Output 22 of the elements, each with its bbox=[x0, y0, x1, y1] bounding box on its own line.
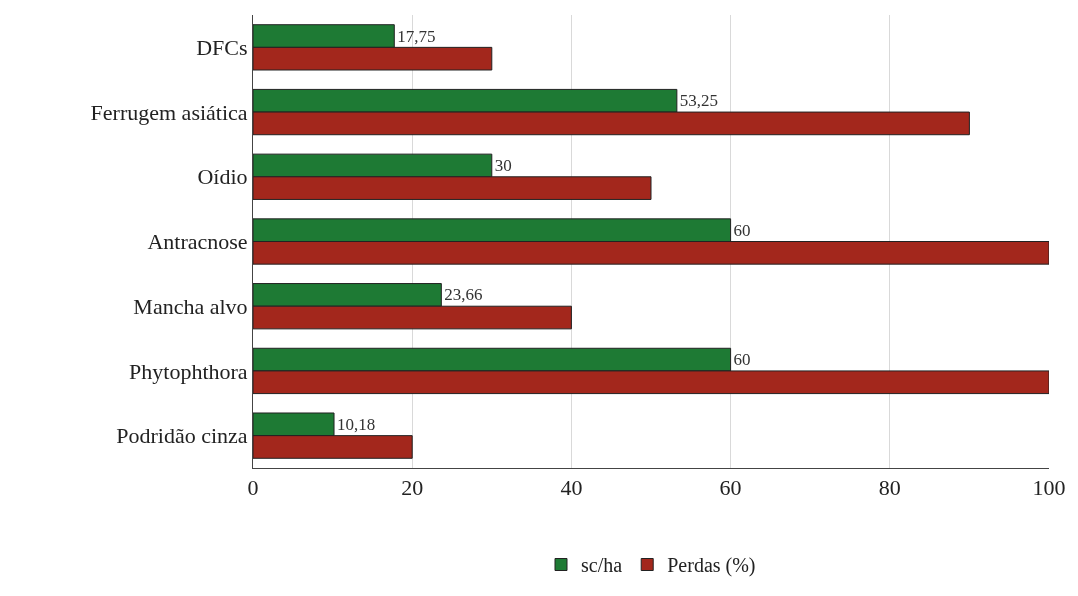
y-tick-label: Phytophthora bbox=[129, 358, 248, 384]
x-tick-label: 20 bbox=[401, 475, 424, 501]
y-tick-label: Oídio bbox=[197, 164, 248, 190]
y-tick-label: Ferrugem asiática bbox=[90, 99, 248, 125]
x-tick-label: 60 bbox=[719, 475, 742, 501]
data-label: 53,25 bbox=[679, 91, 719, 111]
y-tick-label: DFCs bbox=[196, 35, 248, 61]
legend-label: Perdas (%) bbox=[667, 554, 756, 578]
x-tick-label: 100 bbox=[1032, 475, 1066, 501]
data-label: 10,18 bbox=[337, 414, 376, 434]
data-label: 23,66 bbox=[444, 285, 483, 305]
legend-label: sc/ha bbox=[581, 554, 623, 577]
data-label: 60 bbox=[733, 350, 751, 370]
y-tick-label: Podridão cinza bbox=[116, 423, 248, 449]
data-label: 60 bbox=[733, 220, 751, 240]
x-tick-label: 80 bbox=[878, 475, 901, 501]
data-label: 30 bbox=[494, 155, 512, 175]
data-label: 17,75 bbox=[397, 26, 436, 46]
x-tick-label: 40 bbox=[560, 475, 583, 501]
y-tick-label: Mancha alvo bbox=[133, 293, 248, 319]
x-tick-label: 0 bbox=[247, 475, 259, 501]
y-tick-label: Antracnose bbox=[147, 229, 248, 255]
